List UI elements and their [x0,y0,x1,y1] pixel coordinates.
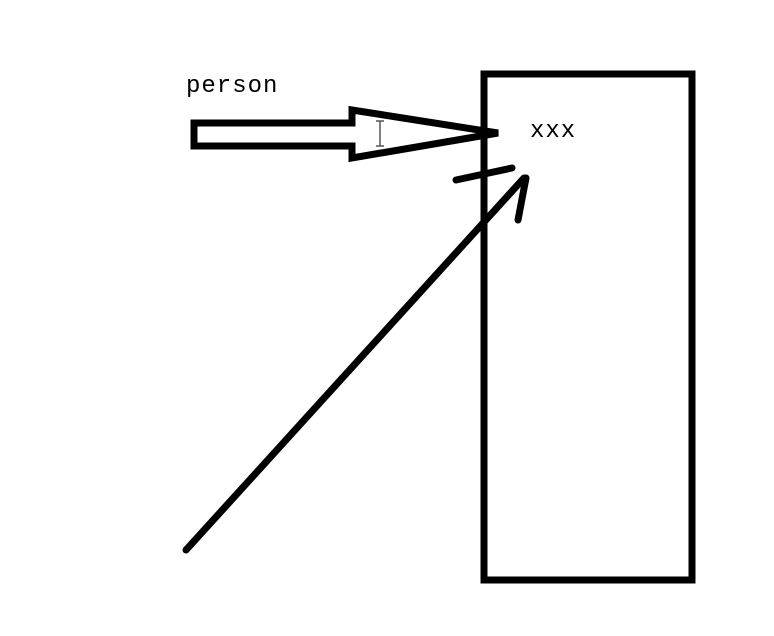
target-label: xxx [530,118,577,145]
diagonal-arrow-head-left [452,164,516,184]
diagonal-arrow-head-right [514,174,530,224]
horizontal-outline-arrow [190,105,499,163]
person-label: person [186,73,279,100]
diagonal-arrow-shaft [182,174,528,554]
text-cursor-icon [376,120,384,147]
target-box [480,70,696,584]
